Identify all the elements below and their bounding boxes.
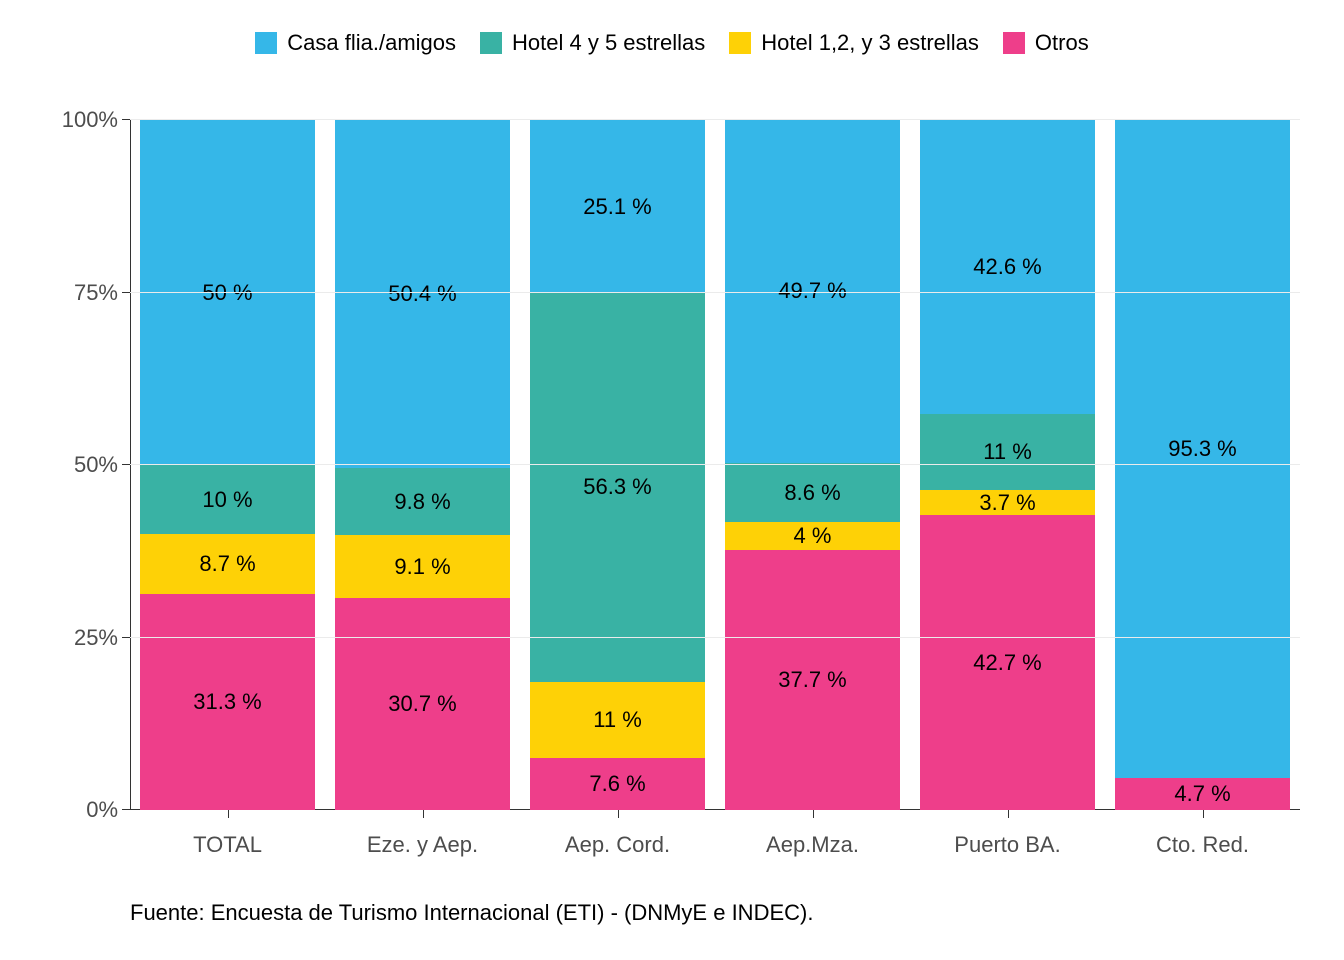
bar-segment-label: 11 % xyxy=(983,439,1032,465)
bar-segment-label: 31.3 % xyxy=(193,689,262,715)
gridline xyxy=(130,464,1300,465)
xtick-label: Aep. Cord. xyxy=(565,832,670,858)
legend-label: Hotel 1,2, y 3 estrellas xyxy=(761,30,979,56)
bar-segment-hot45: 10 % xyxy=(140,465,316,534)
legend-item: Casa flia./amigos xyxy=(255,30,456,56)
bar-segment-hot45: 9.8 % xyxy=(335,468,511,536)
legend-label: Hotel 4 y 5 estrellas xyxy=(512,30,705,56)
xtick-label: Eze. y Aep. xyxy=(367,832,478,858)
chart-caption: Fuente: Encuesta de Turismo Internaciona… xyxy=(130,900,813,926)
bar-segment-hot123: 11 % xyxy=(530,682,706,758)
legend-item: Hotel 1,2, y 3 estrellas xyxy=(729,30,979,56)
ytick-mark xyxy=(122,119,130,120)
bar-segment-otros: 42.7 % xyxy=(920,515,1096,810)
bar-segment-otros: 37.7 % xyxy=(725,550,901,810)
bar-segment-label: 50 % xyxy=(202,280,252,306)
bar-group: Aep.Mza.37.7 %4 %8.6 %49.7 % xyxy=(725,120,901,810)
bar-segment-label: 42.6 % xyxy=(973,254,1042,280)
xtick-mark xyxy=(423,810,424,818)
bar-segment-label: 4.7 % xyxy=(1174,781,1230,807)
bar-segment-label: 9.8 % xyxy=(394,489,450,515)
bar-segment-label: 37.7 % xyxy=(778,667,847,693)
xtick-label: Cto. Red. xyxy=(1156,832,1249,858)
gridline xyxy=(130,292,1300,293)
bar-group: Eze. y Aep.30.7 %9.1 %9.8 %50.4 % xyxy=(335,120,511,810)
bar-segment-hot123: 4 % xyxy=(725,522,901,550)
ytick-label: 25% xyxy=(74,625,118,651)
xtick-mark xyxy=(813,810,814,818)
bar-segment-otros: 4.7 % xyxy=(1115,778,1291,810)
xtick-label: Aep.Mza. xyxy=(766,832,859,858)
legend: Casa flia./amigos Hotel 4 y 5 estrellas Ho… xyxy=(0,30,1344,56)
gridline xyxy=(130,119,1300,120)
bar-segment-hot45: 8.6 % xyxy=(725,463,901,522)
ytick-mark xyxy=(122,637,130,638)
bar-segment-label: 95.3 % xyxy=(1168,436,1237,462)
bar-segment-otros: 30.7 % xyxy=(335,598,511,810)
bar-segment-casa: 50 % xyxy=(140,120,316,465)
bar-segment-hot45: 56.3 % xyxy=(530,293,706,681)
legend-swatch xyxy=(255,32,277,54)
bar-group: Cto. Red.4.7 %95.3 % xyxy=(1115,120,1291,810)
bar-segment-label: 4 % xyxy=(794,523,832,549)
legend-label: Otros xyxy=(1035,30,1089,56)
bar-segment-label: 56.3 % xyxy=(583,474,652,500)
bar-segment-label: 9.1 % xyxy=(394,554,450,580)
ytick-label: 100% xyxy=(62,107,118,133)
chart-container: Casa flia./amigos Hotel 4 y 5 estrellas Ho… xyxy=(0,0,1344,960)
bar-segment-otros: 7.6 % xyxy=(530,758,706,810)
bars-layer: TOTAL31.3 %8.7 %10 %50 %Eze. y Aep.30.7 … xyxy=(130,120,1300,810)
bar-segment-casa: 50.4 % xyxy=(335,120,511,468)
legend-swatch xyxy=(1003,32,1025,54)
gridline xyxy=(130,637,1300,638)
bar-segment-label: 50.4 % xyxy=(388,281,457,307)
bar-segment-hot123: 3.7 % xyxy=(920,490,1096,516)
bar-segment-hot123: 9.1 % xyxy=(335,535,511,598)
ytick-label: 0% xyxy=(86,797,118,823)
legend-swatch xyxy=(480,32,502,54)
bar-segment-label: 42.7 % xyxy=(973,650,1042,676)
ytick-label: 75% xyxy=(74,280,118,306)
bar-segment-otros: 31.3 % xyxy=(140,594,316,810)
legend-swatch xyxy=(729,32,751,54)
bar-segment-label: 10 % xyxy=(202,487,252,513)
xtick-mark xyxy=(1203,810,1204,818)
ytick-mark xyxy=(122,809,130,810)
bar-segment-hot45: 11 % xyxy=(920,414,1096,490)
legend-item: Hotel 4 y 5 estrellas xyxy=(480,30,705,56)
bar-segment-label: 8.7 % xyxy=(199,551,255,577)
ytick-mark xyxy=(122,292,130,293)
bar-segment-label: 7.6 % xyxy=(589,771,645,797)
xtick-mark xyxy=(1008,810,1009,818)
bar-segment-label: 8.6 % xyxy=(784,480,840,506)
ytick-label: 50% xyxy=(74,452,118,478)
bar-segment-label: 3.7 % xyxy=(979,490,1035,516)
bar-segment-hot123: 8.7 % xyxy=(140,534,316,594)
legend-label: Casa flia./amigos xyxy=(287,30,456,56)
xtick-mark xyxy=(228,810,229,818)
xtick-label: Puerto BA. xyxy=(954,832,1060,858)
bar-segment-label: 11 % xyxy=(593,707,642,733)
bar-segment-casa: 42.6 % xyxy=(920,120,1096,414)
ytick-mark xyxy=(122,464,130,465)
bar-segment-label: 30.7 % xyxy=(388,691,457,717)
xtick-mark xyxy=(618,810,619,818)
bar-segment-label: 25.1 % xyxy=(583,194,652,220)
plot-area: TOTAL31.3 %8.7 %10 %50 %Eze. y Aep.30.7 … xyxy=(130,120,1300,810)
bar-group: TOTAL31.3 %8.7 %10 %50 % xyxy=(140,120,316,810)
legend-item: Otros xyxy=(1003,30,1089,56)
xtick-label: TOTAL xyxy=(193,832,262,858)
bar-group: Aep. Cord.7.6 %11 %56.3 %25.1 % xyxy=(530,120,706,810)
bar-segment-casa: 95.3 % xyxy=(1115,120,1291,778)
bar-group: Puerto BA.42.7 %3.7 %11 %42.6 % xyxy=(920,120,1096,810)
bar-segment-casa: 25.1 % xyxy=(530,120,706,293)
